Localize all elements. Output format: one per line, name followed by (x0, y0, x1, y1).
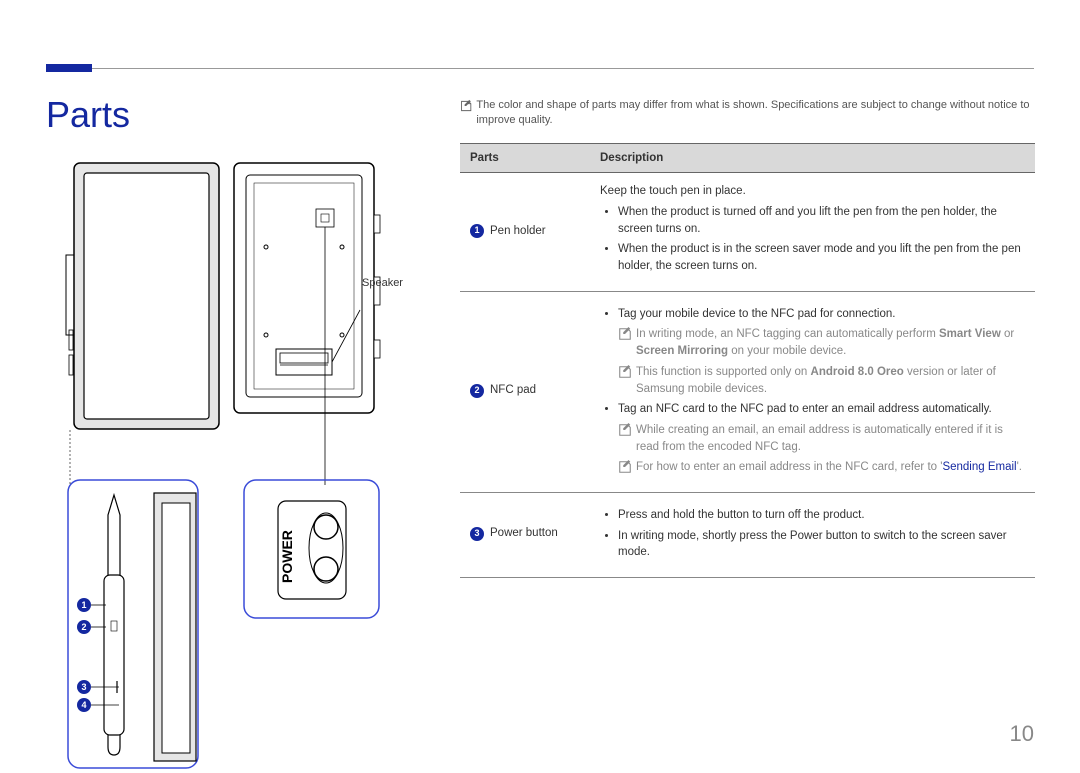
note-icon (460, 99, 472, 113)
svg-text:1: 1 (81, 600, 86, 610)
note-icon (618, 423, 632, 437)
diagram-svg: Speaker 1 (54, 155, 409, 770)
header-parts: Parts (460, 143, 590, 173)
sub-note: For how to enter an email address in the… (618, 459, 1025, 476)
num-badge-3: 3 (470, 527, 484, 541)
desc-bullet: Press and hold the button to turn off th… (618, 507, 1025, 524)
desc-bullet: Tag an NFC card to the NFC pad to enter … (618, 401, 1025, 418)
speaker-label: Speaker (362, 277, 403, 289)
num-badge-1: 1 (470, 224, 484, 238)
table-row: 1 Pen holder Keep the touch pen in place.… (460, 173, 1035, 291)
part-label: NFC pad (490, 384, 536, 396)
desc-lead: Keep the touch pen in place. (600, 183, 1025, 200)
back-panel: Speaker (234, 163, 403, 485)
note-icon (618, 365, 632, 379)
sub-note: While creating an email, an email addres… (618, 422, 1025, 455)
table-row: 3 Power button Press and hold the button … (460, 492, 1035, 577)
svg-text:3: 3 (81, 682, 86, 692)
table-row: 2 NFC pad Tag your mobile device to the N… (460, 291, 1035, 492)
page-title: Parts (46, 94, 130, 136)
top-note-text: The color and shape of parts may differ … (476, 98, 1035, 129)
num-badge-2: 2 (470, 384, 484, 398)
part-label: Power button (490, 527, 558, 539)
parts-table: Parts Description 1 Pen holder Keep the t… (460, 143, 1035, 578)
desc-bullet: When the product is in the screen saver … (618, 241, 1025, 274)
power-label: POWER (279, 530, 295, 583)
svg-text:2: 2 (81, 622, 86, 632)
part-label: Pen holder (490, 225, 546, 237)
note-icon (618, 460, 632, 474)
content-column: The color and shape of parts may differ … (460, 98, 1035, 578)
header-rule (46, 68, 1034, 69)
header-description: Description (590, 143, 1035, 173)
sub-note: In writing mode, an NFC tagging can auto… (618, 326, 1025, 359)
desc-bullet: In writing mode, shortly press the Power… (618, 528, 1025, 561)
header-accent (46, 64, 92, 72)
parts-diagram: Speaker 1 (54, 155, 409, 773)
note-icon (618, 327, 632, 341)
power-detail: POWER (244, 480, 379, 618)
svg-text:4: 4 (81, 700, 86, 710)
pen-detail: 1 2 3 4 (68, 430, 198, 768)
front-panel (66, 163, 219, 429)
desc-bullet: Tag your mobile device to the NFC pad fo… (618, 306, 1025, 323)
page-number: 10 (1010, 721, 1034, 747)
sub-note: This function is supported only on Andro… (618, 364, 1025, 397)
top-note: The color and shape of parts may differ … (460, 98, 1035, 129)
sending-email-link[interactable]: Sending Email (942, 461, 1016, 473)
desc-bullet: When the product is turned off and you l… (618, 204, 1025, 237)
